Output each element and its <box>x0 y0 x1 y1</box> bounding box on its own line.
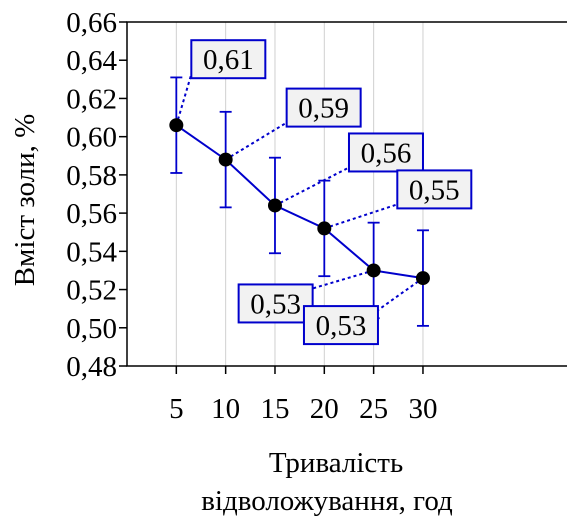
label-connector <box>225 121 288 161</box>
data-label-box <box>396 169 473 210</box>
x-axis-title-line-2: відволожування, год <box>201 485 453 517</box>
data-label-box <box>285 87 362 128</box>
x-axis-ticks: 5 10 15 20 25 30 <box>169 366 437 425</box>
data-labels: 0,61 0,59 0,56 0,55 0,53 0,53 <box>190 39 473 346</box>
y-axis-title: Вміст золи, % <box>9 114 41 287</box>
x-tick-label: 15 <box>260 393 289 425</box>
data-point <box>415 271 430 286</box>
data-label: 0,53 <box>302 305 379 346</box>
data-label-box <box>237 283 314 324</box>
data-label-text: 0,59 <box>298 93 349 125</box>
x-tick-label: 5 <box>169 393 184 425</box>
x-tick-label: 30 <box>408 393 437 425</box>
x-tick-label: 10 <box>211 393 240 425</box>
y-tick-label: 0,60 <box>66 122 117 154</box>
y-axis-ticks: 0,66 0,64 0,62 0,60 0,58 0,56 0,54 0,52 0,50 0,48 <box>66 7 127 383</box>
y-tick-label: 0,52 <box>66 275 117 307</box>
data-point <box>267 198 282 213</box>
label-connector <box>274 166 350 207</box>
y-tick-label: 0,62 <box>66 83 117 115</box>
data-point <box>366 263 381 278</box>
data-label-text: 0,61 <box>203 44 254 76</box>
x-tick-label: 20 <box>310 393 339 425</box>
y-tick-label: 0,56 <box>66 198 117 230</box>
label-connector <box>312 269 374 290</box>
y-tick-label: 0,50 <box>66 313 117 345</box>
y-tick-label: 0,64 <box>66 45 117 77</box>
data-label-text: 0,53 <box>250 288 301 320</box>
data-label-text: 0,53 <box>316 310 367 342</box>
data-label: 0,56 <box>347 132 424 173</box>
y-tick-label: 0,66 <box>66 7 117 39</box>
data-label: 0,59 <box>285 87 362 128</box>
data-point <box>218 152 233 167</box>
data-point <box>169 118 184 133</box>
data-label: 0,53 <box>237 283 314 324</box>
x-tick-label: 25 <box>359 393 388 425</box>
data-label: 0,55 <box>396 169 473 210</box>
data-label-box <box>302 305 379 346</box>
x-axis-title-line-1: Тривалість <box>269 447 403 479</box>
label-connector <box>323 203 398 230</box>
label-connector <box>175 73 193 126</box>
y-tick-label: 0,54 <box>66 236 117 268</box>
data-label-box <box>190 39 267 80</box>
y-tick-label: 0,48 <box>66 351 117 383</box>
label-connector <box>377 277 424 311</box>
series-line <box>175 124 424 280</box>
series <box>169 76 430 327</box>
plot-frame <box>126 21 567 367</box>
y-tick-label: 0,58 <box>66 160 117 192</box>
data-label-text: 0,55 <box>409 174 460 206</box>
data-label-box <box>347 132 424 173</box>
data-label: 0,61 <box>190 39 267 80</box>
data-point <box>317 221 332 236</box>
label-connectors <box>175 73 424 311</box>
data-label-text: 0,56 <box>361 137 412 169</box>
